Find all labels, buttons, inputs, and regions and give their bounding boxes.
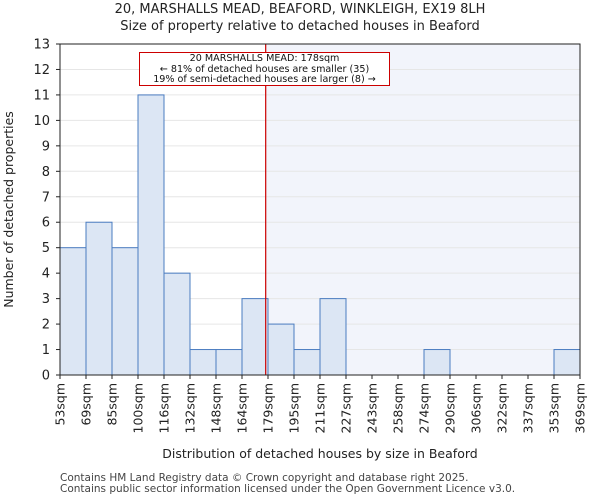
y-tick-label: 1 [42, 343, 50, 358]
y-tick-label: 9 [42, 139, 50, 154]
highlight-region [265, 44, 580, 375]
footer-licence-line: Contains public sector information licen… [60, 483, 516, 495]
y-tick-label: 3 [42, 292, 50, 307]
histogram-bar [137, 94, 165, 376]
annotation-line-2: ← 81% of detached houses are smaller (35… [159, 63, 370, 75]
x-tick-label: 211sqm [313, 383, 328, 433]
histogram-bar [59, 247, 87, 376]
x-axis-title: Distribution of detached houses by size … [162, 446, 477, 461]
chart-title-subtitle: Size of property relative to detached ho… [120, 19, 480, 34]
x-tick-label: 227sqm [339, 383, 354, 433]
annotation-line-1: 20 MARSHALLS MEAD: 178sqm [189, 53, 340, 64]
x-tick-label: 274sqm [417, 383, 432, 433]
y-tick-label: 5 [42, 241, 50, 256]
y-axis-title: Number of detached properties [1, 111, 16, 308]
y-tick-label: 11 [33, 88, 50, 103]
x-tick-label: 369sqm [573, 383, 588, 433]
x-tick-label: 195sqm [287, 383, 302, 433]
x-tick-label: 337sqm [521, 383, 536, 433]
y-tick-label: 6 [42, 216, 50, 231]
marker-annotation-box: 20 MARSHALLS MEAD: 178sqm ← 81% of detac… [139, 52, 390, 86]
histogram-bar [189, 349, 217, 376]
histogram-bar [163, 272, 191, 376]
chart-title-address: 20, MARSHALLS MEAD, BEAFORD, WINKLEIGH, … [114, 2, 486, 17]
y-tick-label: 8 [42, 165, 50, 180]
x-tick-label: 100sqm [131, 383, 146, 433]
y-tick-label: 2 [42, 318, 50, 333]
histogram-bar [111, 247, 139, 376]
histogram-bar [319, 298, 347, 376]
x-tick-label: 53sqm [53, 383, 68, 426]
x-tick-label: 85sqm [105, 383, 120, 426]
y-tick-label: 12 [33, 63, 50, 78]
x-tick-label: 116sqm [157, 383, 172, 433]
x-tick-label: 69sqm [79, 383, 94, 426]
y-tick-label: 7 [42, 190, 50, 205]
histogram-bar [241, 298, 269, 376]
histogram-bar [553, 349, 581, 376]
annotation-line-3: 19% of semi-detached houses are larger (… [153, 74, 376, 85]
x-tick-label: 148sqm [209, 383, 224, 433]
x-tick-label: 179sqm [261, 383, 276, 433]
histogram-bar [215, 349, 243, 376]
footer-copyright-line: Contains HM Land Registry data © Crown c… [60, 472, 469, 484]
y-tick-label: 0 [42, 369, 50, 384]
histogram-bar [267, 323, 295, 376]
histogram-bar [423, 349, 451, 376]
y-tick-label: 10 [33, 114, 50, 129]
x-tick-label: 164sqm [235, 383, 250, 433]
x-tick-label: 290sqm [443, 383, 458, 433]
x-tick-label: 132sqm [183, 383, 198, 433]
y-tick-label: 13 [33, 38, 50, 53]
x-tick-label: 322sqm [495, 383, 510, 433]
histogram-bar [85, 221, 113, 376]
x-tick-label: 306sqm [469, 383, 484, 433]
x-tick-label: 243sqm [365, 383, 380, 433]
x-tick-label: 258sqm [391, 383, 406, 433]
histogram-bar [293, 349, 321, 376]
y-tick-label: 4 [42, 267, 50, 282]
x-tick-label: 353sqm [547, 383, 562, 433]
